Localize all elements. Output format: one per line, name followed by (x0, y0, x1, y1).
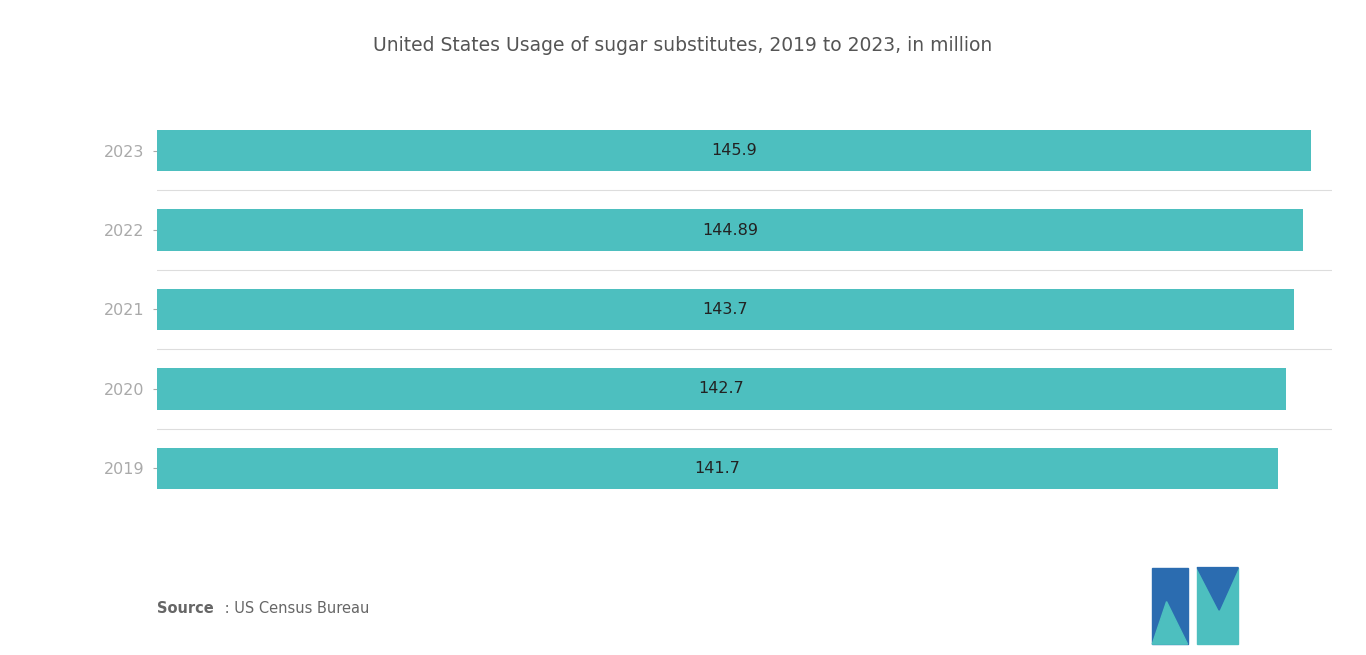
Text: 141.7: 141.7 (695, 461, 740, 476)
Bar (157, 448, 1279, 489)
Text: United States Usage of sugar substitutes, 2019 to 2023, in million: United States Usage of sugar substitutes… (373, 36, 993, 55)
Text: 142.7: 142.7 (698, 381, 744, 396)
Text: : US Census Bureau: : US Census Bureau (220, 601, 369, 616)
Text: 143.7: 143.7 (702, 302, 749, 317)
Polygon shape (1153, 567, 1187, 645)
Text: 144.89: 144.89 (702, 223, 758, 238)
Polygon shape (1197, 567, 1238, 645)
Polygon shape (1153, 601, 1187, 645)
Bar (157, 210, 1303, 251)
Bar (157, 368, 1285, 409)
Text: Source: Source (157, 601, 214, 616)
Bar (157, 289, 1294, 330)
Bar (157, 130, 1311, 171)
Text: 145.9: 145.9 (712, 143, 757, 158)
Polygon shape (1197, 567, 1238, 610)
